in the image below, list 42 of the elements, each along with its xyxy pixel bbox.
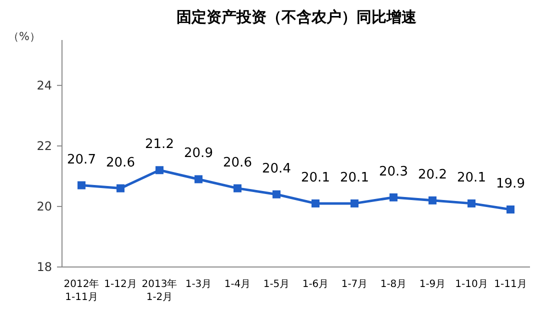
chart-title: 固定资产投资（不含农户）同比增速 bbox=[176, 8, 418, 26]
point bbox=[312, 199, 320, 208]
point bbox=[194, 175, 202, 184]
data-label: 20.3 bbox=[379, 164, 408, 180]
data-label: 20.4 bbox=[262, 161, 291, 176]
point bbox=[428, 196, 436, 204]
point bbox=[116, 184, 124, 192]
x-tick-label: 1-8月 bbox=[380, 279, 407, 290]
point bbox=[350, 199, 358, 208]
point bbox=[468, 199, 476, 208]
y-tick-label: 24 bbox=[36, 78, 52, 92]
x-tick-label: 2013年 1-2月 bbox=[142, 278, 178, 303]
data-label: 20.2 bbox=[418, 167, 447, 182]
point bbox=[78, 181, 86, 190]
x-tick-label: 1-5月 bbox=[263, 279, 290, 290]
data-label: 19.9 bbox=[496, 176, 525, 192]
data-label: 20.7 bbox=[67, 152, 96, 168]
x-tick-label: 1-7月 bbox=[341, 279, 368, 290]
x-tick-label: 1-12月 bbox=[104, 279, 137, 290]
data-label: 21.2 bbox=[145, 137, 174, 152]
data-label: 20.9 bbox=[184, 146, 213, 162]
data-label: 20.6 bbox=[223, 155, 252, 170]
x-tick-label: 1-6月 bbox=[302, 279, 329, 290]
point bbox=[390, 193, 398, 202]
point bbox=[272, 190, 280, 198]
x-tick-label: 1-4月 bbox=[224, 279, 251, 290]
x-tick-label: 1-3月 bbox=[185, 279, 212, 290]
point bbox=[506, 205, 514, 214]
data-label: 20.1 bbox=[340, 170, 369, 186]
point bbox=[156, 166, 164, 174]
y-tick-label: 22 bbox=[36, 138, 52, 153]
x-tick-label: 2012年 1-11月 bbox=[64, 278, 100, 303]
x-tick-label: 1-11月 bbox=[494, 279, 527, 290]
data-label: 20.6 bbox=[106, 155, 135, 170]
point bbox=[234, 184, 242, 192]
x-tick-label: 1-10月 bbox=[455, 279, 488, 290]
data-label: 20.1 bbox=[301, 170, 330, 186]
data-label: 20.1 bbox=[457, 170, 486, 186]
x-tick-label: 1-9月 bbox=[419, 279, 446, 290]
y-tick-label: 18 bbox=[36, 260, 52, 274]
y-tick-label: 20 bbox=[36, 199, 52, 214]
y-axis-title: （%） bbox=[8, 30, 40, 43]
